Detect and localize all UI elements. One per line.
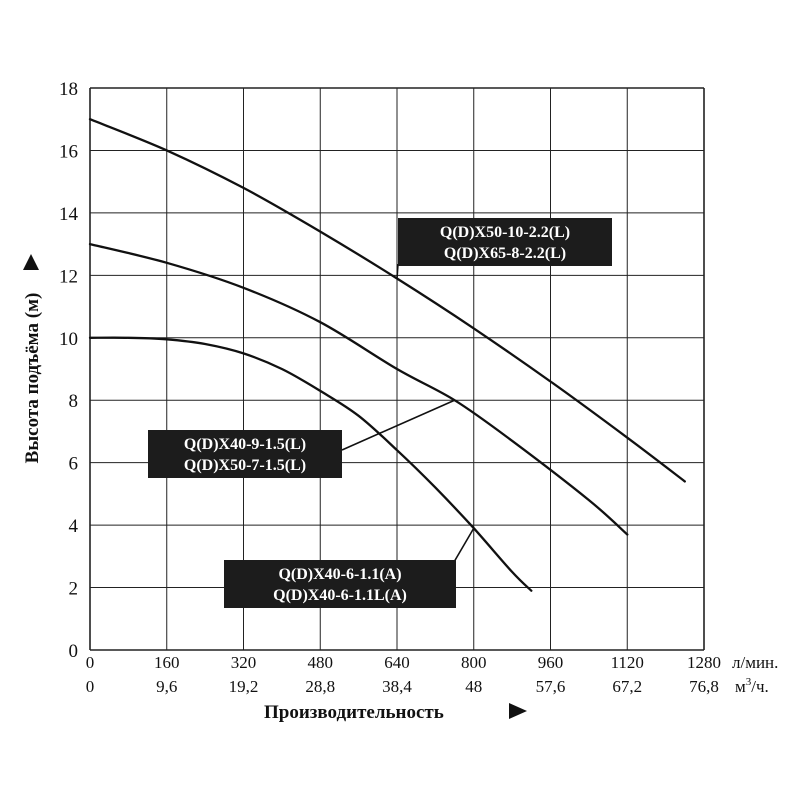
series-label: Q(D)X65-8-2.2(L) [444, 245, 566, 262]
tag-box [224, 560, 456, 608]
x-unit-m3h: м3/ч. [735, 676, 769, 696]
x-tick-label-m3h: 19,2 [229, 677, 259, 696]
tag-box [398, 218, 612, 266]
x-tick-label-lpm: 160 [154, 653, 180, 672]
x-tick-label-lpm: 1120 [611, 653, 644, 672]
series-label: Q(D)X40-9-1.5(L) [184, 436, 306, 453]
series-line-1 [88, 118, 686, 483]
x-tick-label-lpm: 640 [384, 653, 410, 672]
series-label: Q(D)X50-10-2.2(L) [440, 224, 570, 241]
x-tick-label-m3h: 76,8 [689, 677, 719, 696]
y-tick-label: 10 [59, 329, 78, 350]
x-tick-label-lpm: 960 [538, 653, 564, 672]
y-tick-label: 6 [69, 454, 79, 475]
y-tick-label: 4 [69, 516, 79, 537]
y-tick-label: 8 [69, 391, 79, 412]
series-label: Q(D)X40-6-1.1(A) [278, 566, 401, 583]
x-tick-label-lpm: 0 [86, 653, 95, 672]
x-tick-label-lpm: 1280 [687, 653, 721, 672]
x-tick-label-lpm: 480 [308, 653, 334, 672]
y-tick-label: 12 [59, 266, 78, 287]
tag-box [148, 430, 342, 478]
y-tick-labels: 0 2 4 6 8 10 12 14 16 18 [59, 79, 79, 662]
series-line-2 [88, 242, 629, 536]
tag-leader-line [341, 399, 455, 451]
x-tick-labels-m3h: 0 9,6 19,2 28,8 38,4 48 57,6 67,2 76,8 [86, 677, 719, 696]
x-axis-arrow-icon [509, 703, 527, 719]
x-unit-lpm: л/мин. [732, 653, 778, 672]
series-label: Q(D)X40-6-1.1L(A) [273, 587, 407, 604]
y-tick-label: 2 [69, 579, 79, 600]
series-label: Q(D)X50-7-1.5(L) [184, 457, 306, 474]
y-tick-label: 18 [59, 79, 78, 100]
y-tick-label: 0 [69, 641, 79, 662]
series-line-3 [88, 336, 533, 592]
y-axis-arrow-icon [23, 254, 39, 270]
x-axis-label: Производительность [264, 702, 444, 723]
y-axis-title: Высота подъёма (м) [22, 254, 43, 463]
x-tick-label-m3h: 67,2 [612, 677, 642, 696]
x-tick-label-m3h: 48 [465, 677, 482, 696]
x-tick-label-m3h: 57,6 [536, 677, 566, 696]
x-tick-label-lpm: 320 [231, 653, 257, 672]
x-tick-labels-lpm: 0 160 320 480 640 800 960 1120 1280 [86, 653, 721, 672]
x-tick-label-lpm: 800 [461, 653, 487, 672]
y-tick-label: 14 [59, 204, 79, 225]
series-tag-1: Q(D)X50-10-2.2(L) Q(D)X65-8-2.2(L) [396, 218, 612, 279]
series-tag-3: Q(D)X40-6-1.1(A) Q(D)X40-6-1.1L(A) [224, 527, 475, 608]
performance-curves [88, 118, 686, 592]
x-axis-title: Производительность [264, 702, 527, 723]
x-tick-label-m3h: 38,4 [382, 677, 412, 696]
x-tick-label-m3h: 28,8 [305, 677, 335, 696]
series-tags: Q(D)X50-10-2.2(L) Q(D)X65-8-2.2(L) Q(D)X40… [148, 218, 612, 608]
grid [89, 87, 705, 651]
series-tag-2: Q(D)X40-9-1.5(L) Q(D)X50-7-1.5(L) [148, 399, 455, 478]
y-tick-label: 16 [59, 141, 78, 162]
x-tick-label-m3h: 9,6 [156, 677, 177, 696]
tag-leader-line [396, 263, 399, 279]
tag-leader-line [453, 527, 475, 563]
y-axis-label: Высота подъёма (м) [22, 293, 43, 464]
x-tick-label-m3h: 0 [86, 677, 95, 696]
